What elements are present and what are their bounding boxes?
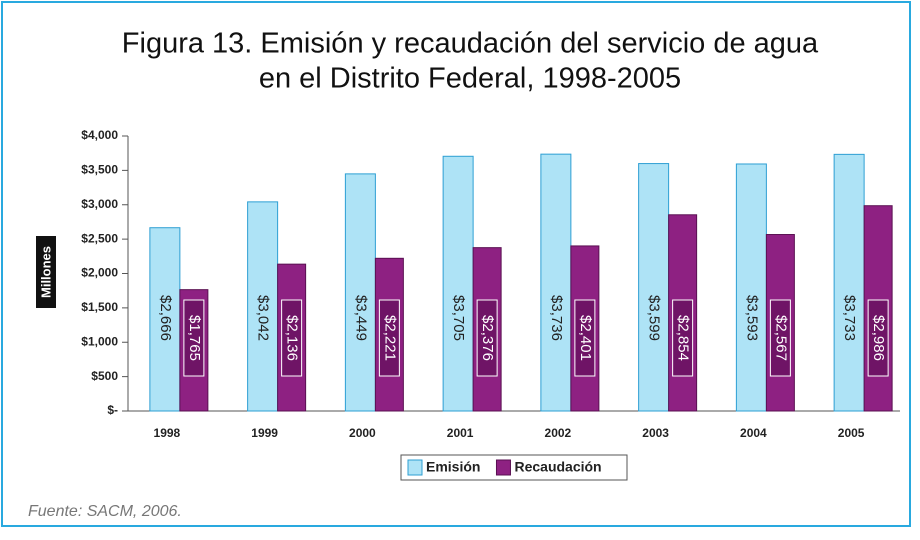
value-label: $3,042 (255, 295, 272, 341)
value-label: $2,401 (577, 315, 594, 361)
bar (442, 155, 474, 412)
y-label: Millones (38, 246, 53, 298)
y-tick-label: $- (107, 403, 118, 417)
frame (1, 1, 911, 527)
value-label: $3,705 (450, 295, 467, 341)
y-tick-label: $4,000 (81, 128, 118, 142)
legend-swatch (495, 459, 511, 476)
value-label: $1,765 (186, 315, 203, 361)
x-tick-label: 2003 (642, 426, 669, 440)
value-label: $2,136 (284, 315, 301, 361)
legend-box (400, 454, 628, 481)
value-label: $2,567 (772, 315, 789, 361)
legend-label: Emisión (426, 459, 480, 475)
value-label: $3,736 (548, 295, 565, 341)
value-label-box (672, 299, 694, 377)
x-tick-label: 2000 (349, 426, 376, 440)
y-tick-label: $2,000 (81, 266, 118, 280)
y-tick-label: $1,000 (81, 334, 118, 348)
legend-label: Recaudación (514, 459, 601, 475)
bar (247, 201, 279, 412)
x-tick-label: 2002 (545, 426, 572, 440)
value-label: $2,666 (157, 295, 174, 341)
chart-title: Figura 13. Emisión y recaudación del ser… (122, 28, 819, 60)
value-label-box (183, 299, 205, 377)
value-label: $2,986 (870, 315, 887, 361)
bar (540, 153, 572, 412)
value-label-box (281, 299, 303, 377)
value-label: $3,593 (743, 295, 760, 341)
y-tick-label: $1,500 (81, 300, 118, 314)
chart-title: en el Distrito Federal, 1998-2005 (259, 63, 681, 95)
y-tick-label: $2,500 (81, 231, 118, 245)
value-label: $3,449 (352, 295, 369, 341)
value-label-box (574, 299, 596, 377)
value-label: $2,376 (479, 315, 496, 361)
x-tick-label: 1999 (251, 426, 278, 440)
value-label: $3,733 (841, 295, 858, 341)
bar (638, 163, 670, 412)
value-label: $3,599 (646, 295, 663, 341)
y-label-group: Millones (36, 236, 56, 308)
value-label-box (769, 299, 791, 377)
x-tick-label: 2001 (447, 426, 474, 440)
value-label-box (378, 299, 400, 377)
y-tick-label: $3,000 (81, 197, 118, 211)
x-tick-label: 2004 (740, 426, 767, 440)
bar (344, 173, 376, 412)
x-tick-label: 1998 (154, 426, 181, 440)
value-label: $2,854 (675, 315, 692, 361)
x-tick-label: 2005 (838, 426, 865, 440)
value-label-box (476, 299, 498, 377)
source: Fuente: SACM, 2006. (28, 503, 182, 520)
value-label-box (867, 299, 889, 377)
y-label-box (36, 236, 56, 308)
y-tick-label: $3,500 (81, 163, 118, 177)
bar (735, 163, 767, 412)
legend-swatch (407, 459, 423, 476)
value-label: $2,221 (381, 315, 398, 361)
y-tick-label: $500 (91, 369, 118, 383)
bar (833, 153, 865, 412)
